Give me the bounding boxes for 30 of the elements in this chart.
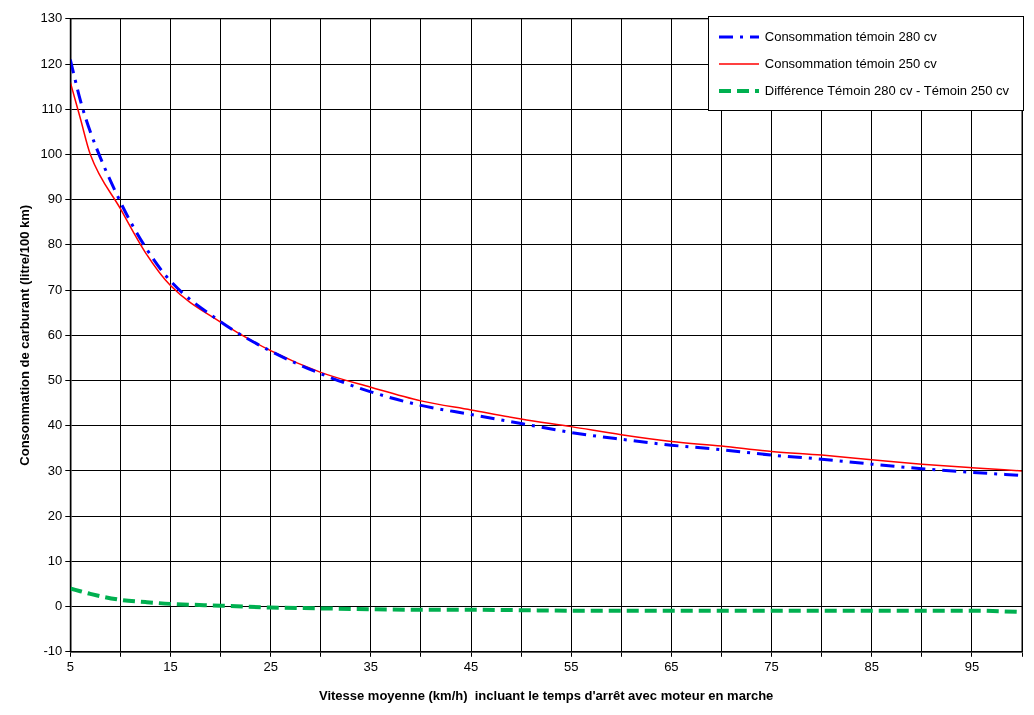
x-tick-label: 35 <box>363 659 379 675</box>
y-tick-label: 0 <box>55 598 63 614</box>
x-tick-label: 95 <box>964 659 980 675</box>
y-tick-label: 100 <box>40 146 63 162</box>
x-tick-label: 75 <box>764 659 779 675</box>
y-tick-label: 30 <box>47 462 63 478</box>
y-tick-label: 20 <box>47 507 63 523</box>
x-tick-label: 55 <box>563 659 579 675</box>
y-tick-label: 90 <box>47 191 63 207</box>
x-tick-label: 65 <box>664 659 679 675</box>
x-axis-title: Vitesse moyenne (km/h) incluant le temps d'arrêt avec moteur en marche <box>318 687 774 703</box>
x-tick-label: 25 <box>263 659 278 675</box>
x-tick-label: 45 <box>463 659 479 675</box>
y-tick-label: -10 <box>43 643 63 659</box>
y-tick-label: 110 <box>41 100 63 116</box>
legend-label: Différence Témoin 280 cv - Témoin 250 cv <box>764 82 1009 100</box>
y-tick-label: 50 <box>47 372 63 388</box>
legend-label: Consommation témoin 280 cv <box>764 28 937 46</box>
x-tick-label: 85 <box>864 659 879 675</box>
y-tick-label: 70 <box>47 281 63 297</box>
y-axis-title: Consommation de carburant (litre/100 km) <box>17 204 33 466</box>
x-tick-label: 5 <box>66 659 74 675</box>
y-tick-label: 60 <box>47 326 63 342</box>
y-tick-label: 10 <box>47 552 63 568</box>
legend-label: Consommation témoin 250 cv <box>764 55 937 73</box>
y-tick-label: 130 <box>40 10 63 26</box>
y-tick-label: 80 <box>47 236 63 252</box>
x-tick-label: 15 <box>163 659 178 675</box>
y-tick-label: 40 <box>47 417 63 433</box>
y-tick-label: 120 <box>40 55 63 71</box>
